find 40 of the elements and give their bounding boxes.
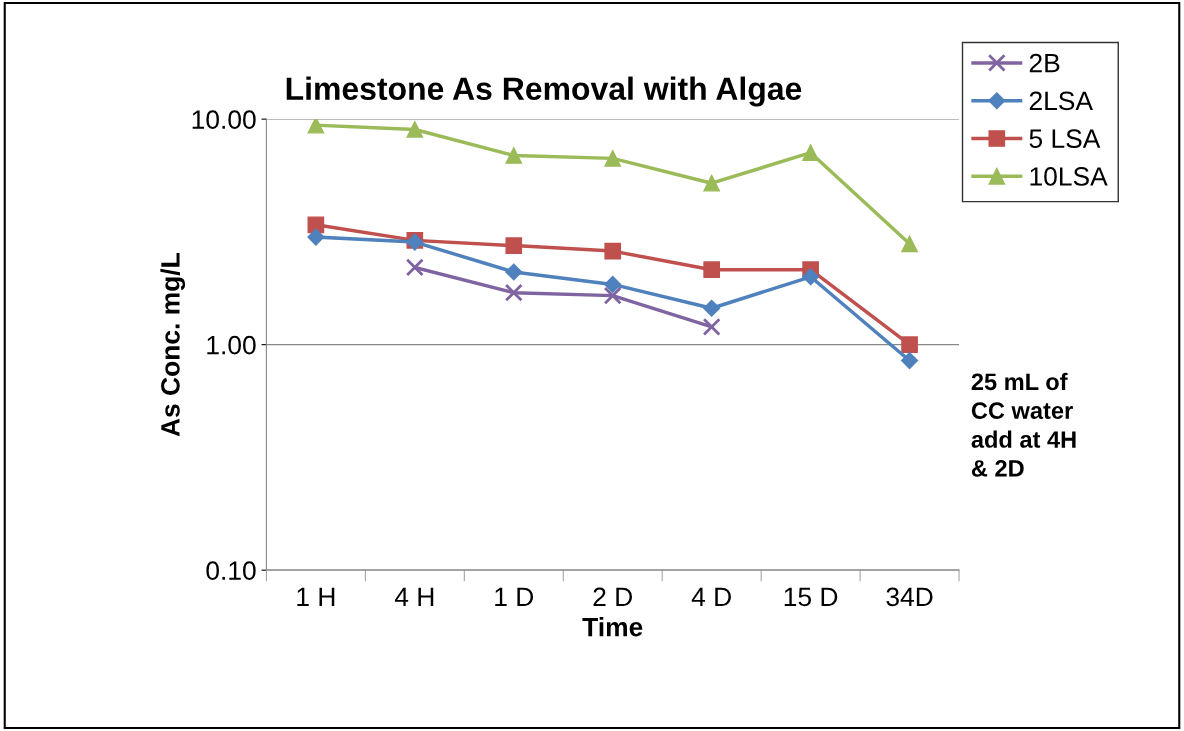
legend-label: 2B [1029,53,1060,73]
point [703,261,721,279]
point [901,336,918,354]
point [505,237,523,254]
legend-label: 5 LSA [1029,129,1101,149]
point [901,352,919,370]
point [802,268,820,286]
legend-label: 10LSA [1030,167,1108,186]
point [604,275,622,293]
x-tick-label: 1 H [297,587,335,606]
point [604,242,622,260]
point [505,147,523,164]
y-tick-label: 0.10 [206,561,256,580]
point [405,258,424,277]
point [406,121,424,138]
point [307,228,325,246]
x-tick-label: 1 D [495,587,534,606]
text: 25 mL of CC water add at 4H & 2D [971,372,1076,477]
chart-title: Limestone As Removal with Algae [286,76,802,107]
y-tick-label: 10.00 [192,110,256,129]
x-tick-label: 2 D [593,587,632,606]
point [307,216,325,234]
point [901,235,918,253]
point [702,317,721,336]
x-axis-title: Time [582,617,643,637]
point [703,299,721,317]
point [307,119,325,134]
x-tick-label: 4 D [691,587,731,606]
point [603,286,622,305]
point [504,283,523,302]
legend-label: 2LSA [1029,91,1093,111]
x-tick-label: 15 D [784,587,838,607]
point [802,144,819,162]
point [505,263,523,281]
point [604,150,622,167]
y-tick-label: 1.00 [207,335,256,355]
x-tick-label: 34D [886,587,933,607]
x-tick-label: 4 H [394,587,434,606]
point [703,174,721,192]
y-axis-title: As Conc. mg/L [160,253,186,437]
